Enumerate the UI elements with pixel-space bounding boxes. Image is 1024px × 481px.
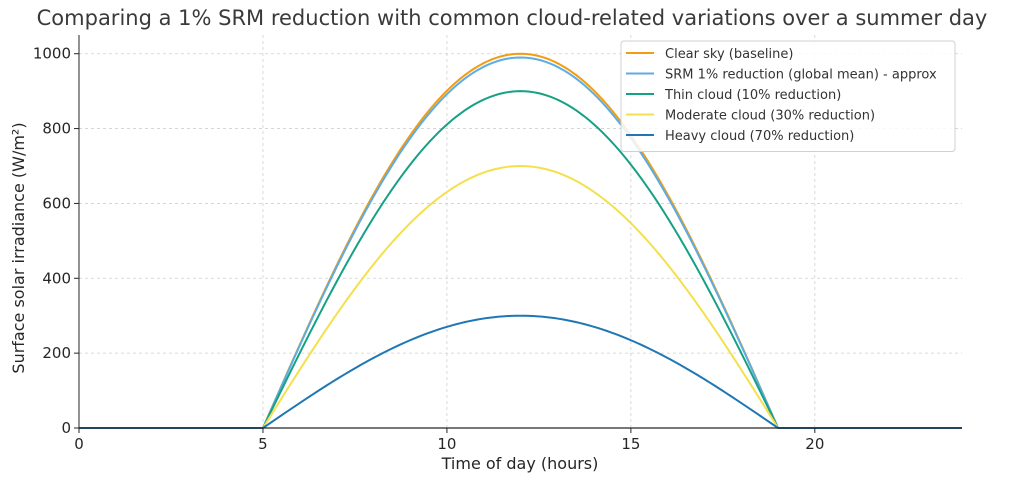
series-line bbox=[79, 56, 962, 429]
x-tick-label: 5 bbox=[258, 435, 268, 453]
series-lines bbox=[79, 52, 962, 429]
y-axis-label: Surface solar irradiance (W/m²) bbox=[9, 122, 28, 373]
legend-label: Moderate cloud (30% reduction) bbox=[665, 109, 875, 124]
legend-label: SRM 1% reduction (global mean) - approx bbox=[665, 68, 937, 83]
y-tick-label: 400 bbox=[42, 269, 71, 287]
legend: Clear sky (baseline) SRM 1% reduction (gl… bbox=[620, 40, 956, 152]
y-tick-label: 0 bbox=[61, 419, 71, 437]
legend-label: Thin cloud (10% reduction) bbox=[664, 88, 841, 103]
y-tick-label: 800 bbox=[42, 120, 71, 138]
legend-box bbox=[620, 40, 956, 152]
series-line bbox=[79, 314, 962, 429]
y-tick-label: 600 bbox=[42, 194, 71, 212]
x-tick-label: 15 bbox=[621, 435, 640, 453]
legend-label: Heavy cloud (70% reduction) bbox=[665, 129, 854, 144]
legend-label: Clear sky (baseline) bbox=[665, 47, 793, 62]
x-tick-label: 20 bbox=[805, 435, 824, 453]
x-tick-label: 10 bbox=[437, 435, 456, 453]
series-line bbox=[79, 90, 962, 429]
x-tick-label: 0 bbox=[74, 435, 84, 453]
y-tick-label: 200 bbox=[42, 344, 71, 362]
y-tick-label: 1000 bbox=[33, 45, 71, 63]
series-line bbox=[79, 165, 962, 429]
x-axis-label: Time of day (hours) bbox=[441, 454, 599, 473]
chart-title: Comparing a 1% SRM reduction with common… bbox=[36, 6, 988, 30]
